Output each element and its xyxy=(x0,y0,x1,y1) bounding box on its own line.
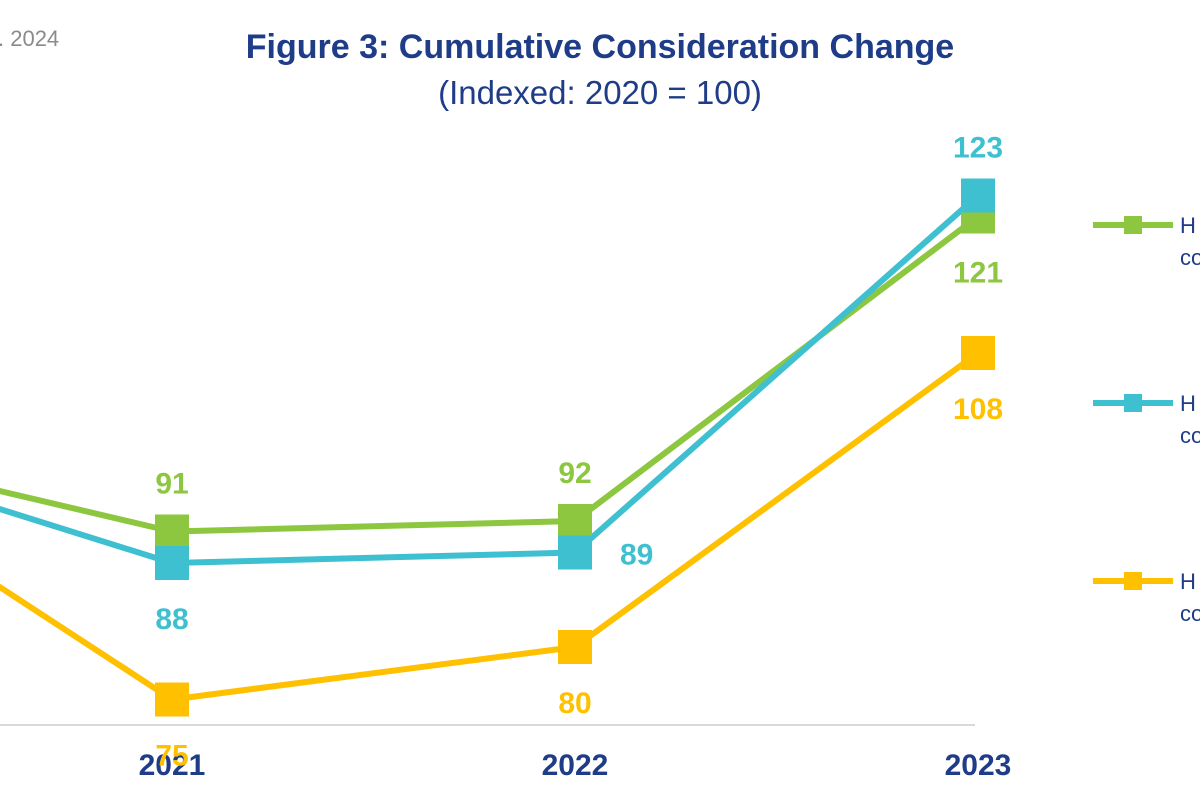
data-label: 75 xyxy=(155,740,188,773)
series-line xyxy=(0,193,980,566)
legend-label-line2: co xyxy=(1180,245,1200,270)
data-label: 123 xyxy=(953,132,1003,165)
data-label: 108 xyxy=(953,393,1003,426)
legend-label: H xyxy=(1180,391,1196,416)
corner-date-text: . 2024 xyxy=(0,26,60,51)
data-label: 88 xyxy=(155,603,188,636)
data-point-marker xyxy=(961,336,995,370)
data-point-marker xyxy=(558,535,592,570)
legend-marker xyxy=(1124,394,1142,412)
legend-label-line2: co xyxy=(1180,601,1200,626)
data-label: 92 xyxy=(558,457,591,490)
legend-label: H xyxy=(1180,213,1196,238)
x-tick-label: 2022 xyxy=(542,749,609,782)
legend-marker xyxy=(1124,572,1142,590)
x-tick-label: 2023 xyxy=(945,749,1012,782)
series-line xyxy=(0,214,980,535)
x-tick-label: 2021 xyxy=(139,749,206,782)
legend-marker xyxy=(1124,216,1142,234)
data-point-marker xyxy=(155,546,189,580)
data-point-marker xyxy=(558,630,592,664)
data-point-marker xyxy=(961,178,995,213)
legend-label: H xyxy=(1180,569,1196,594)
data-label: 121 xyxy=(953,257,1003,290)
series-line xyxy=(0,350,980,703)
data-label: 89 xyxy=(620,539,653,572)
data-label: 80 xyxy=(558,687,591,720)
chart-title: Figure 3: Cumulative Consideration Chang… xyxy=(245,28,955,66)
data-point-marker xyxy=(155,514,189,549)
data-label: 91 xyxy=(155,468,188,501)
chart-subtitle: (Indexed: 2020 = 100) xyxy=(438,74,762,111)
legend-label-line2: co xyxy=(1180,423,1200,448)
data-point-marker xyxy=(155,682,189,717)
data-point-marker xyxy=(558,504,592,538)
